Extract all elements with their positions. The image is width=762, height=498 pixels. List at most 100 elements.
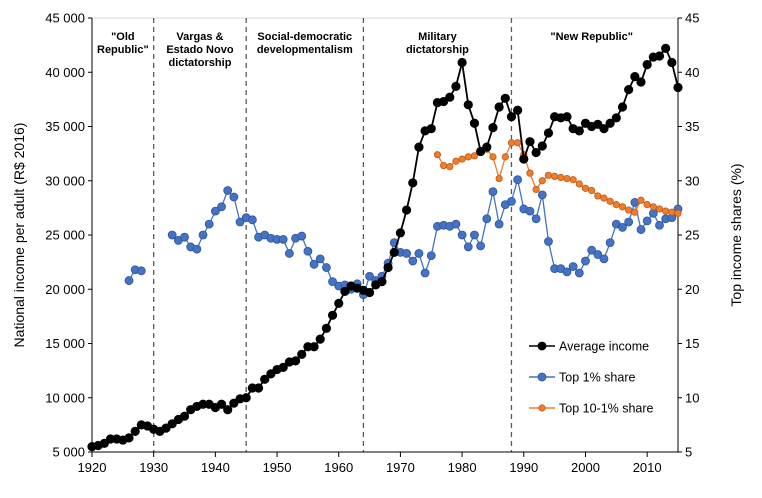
data-point bbox=[402, 249, 411, 258]
period-label: "New Republic" bbox=[550, 31, 633, 43]
data-point bbox=[514, 139, 522, 147]
data-point bbox=[253, 383, 264, 393]
data-point bbox=[599, 254, 609, 264]
legend-label: Top 10-1% share bbox=[559, 402, 654, 416]
y-right-tick-label: 40 bbox=[685, 65, 699, 80]
data-point bbox=[525, 206, 535, 216]
y-right-tick-label: 20 bbox=[685, 282, 699, 297]
data-point bbox=[562, 112, 572, 122]
data-point bbox=[426, 124, 436, 134]
y-right-tick-label: 25 bbox=[685, 228, 699, 243]
data-point bbox=[574, 268, 584, 278]
data-point bbox=[260, 374, 270, 384]
data-point bbox=[457, 57, 467, 68]
data-point bbox=[408, 178, 418, 188]
data-point bbox=[395, 228, 406, 238]
data-point bbox=[588, 186, 596, 195]
x-tick-label: 2010 bbox=[633, 460, 662, 475]
y-left-tick-label: 25 000 bbox=[45, 228, 85, 243]
data-point bbox=[544, 171, 553, 179]
period-label: Military dictatorship bbox=[406, 31, 469, 56]
plot-area bbox=[91, 17, 679, 453]
data-point bbox=[525, 137, 535, 147]
data-point bbox=[551, 172, 559, 181]
data-point bbox=[488, 187, 498, 197]
data-point bbox=[606, 197, 614, 205]
data-point bbox=[630, 71, 640, 82]
data-point bbox=[513, 105, 523, 115]
data-point bbox=[433, 151, 442, 159]
data-point bbox=[426, 251, 436, 261]
data-point bbox=[210, 206, 220, 216]
legend-label: Top 1% share bbox=[559, 371, 635, 385]
data-point bbox=[321, 323, 331, 333]
data-point bbox=[593, 119, 603, 129]
period-label-line: "New Republic" bbox=[550, 31, 633, 43]
data-point bbox=[531, 147, 541, 158]
data-point bbox=[198, 230, 208, 240]
data-point bbox=[136, 266, 146, 276]
period-label: Vargas & Estado Novo dictatorship bbox=[166, 31, 234, 69]
y-right-tick-label: 10 bbox=[685, 390, 699, 405]
data-point bbox=[544, 237, 553, 246]
data-point bbox=[667, 57, 677, 68]
period-label-line: dictatorship bbox=[168, 57, 231, 69]
data-point bbox=[469, 118, 480, 128]
data-point bbox=[309, 342, 319, 352]
y-left-tick-label: 10 000 bbox=[45, 390, 85, 405]
data-point bbox=[569, 176, 577, 184]
data-point bbox=[543, 128, 554, 138]
data-point bbox=[482, 142, 492, 152]
data-point bbox=[526, 169, 534, 177]
y-left-tick-label: 15 000 bbox=[45, 336, 85, 351]
data-point bbox=[420, 268, 430, 278]
period-label-line: developmentalism bbox=[257, 44, 353, 56]
data-point bbox=[303, 246, 313, 256]
data-point bbox=[599, 124, 609, 134]
x-tick-label: 1940 bbox=[201, 460, 230, 475]
data-point bbox=[625, 206, 633, 214]
data-point bbox=[568, 262, 578, 271]
data-point bbox=[636, 77, 646, 87]
y-left-tick-label: 30 000 bbox=[45, 173, 85, 188]
data-point bbox=[223, 186, 233, 195]
data-point bbox=[648, 208, 658, 218]
data-point bbox=[494, 102, 504, 112]
y-left-tick-label: 5 000 bbox=[52, 445, 85, 460]
data-point bbox=[278, 234, 288, 244]
data-point bbox=[593, 250, 603, 259]
data-point bbox=[451, 219, 461, 229]
y-axis-left-title: National income per adult (R$ 2016) bbox=[11, 123, 27, 348]
data-point bbox=[389, 247, 399, 257]
data-point bbox=[624, 85, 634, 95]
data-point bbox=[414, 142, 424, 152]
data-point bbox=[642, 216, 652, 226]
data-point bbox=[643, 201, 651, 209]
data-point bbox=[654, 51, 665, 61]
data-point bbox=[538, 177, 546, 185]
data-point bbox=[631, 208, 639, 216]
data-point bbox=[618, 203, 627, 211]
data-point bbox=[334, 298, 344, 308]
legend-marker bbox=[538, 404, 546, 412]
data-point bbox=[327, 310, 338, 320]
data-point bbox=[229, 192, 239, 202]
data-point bbox=[482, 214, 492, 224]
period-label-line: Military bbox=[418, 31, 457, 43]
period-label: Social-democratic developmentalism bbox=[257, 31, 353, 56]
data-point bbox=[611, 113, 621, 123]
data-point bbox=[563, 174, 571, 183]
y-right-tick-label: 15 bbox=[685, 336, 699, 351]
data-point bbox=[297, 231, 307, 241]
data-point bbox=[581, 184, 590, 192]
data-point bbox=[605, 238, 615, 247]
data-point bbox=[488, 122, 498, 133]
data-point bbox=[321, 263, 331, 272]
period-label-line: Social-democratic bbox=[257, 31, 352, 43]
data-point bbox=[581, 256, 590, 266]
data-point bbox=[364, 287, 375, 298]
data-point bbox=[204, 219, 214, 229]
data-point bbox=[463, 100, 473, 110]
legend-marker bbox=[537, 341, 547, 351]
